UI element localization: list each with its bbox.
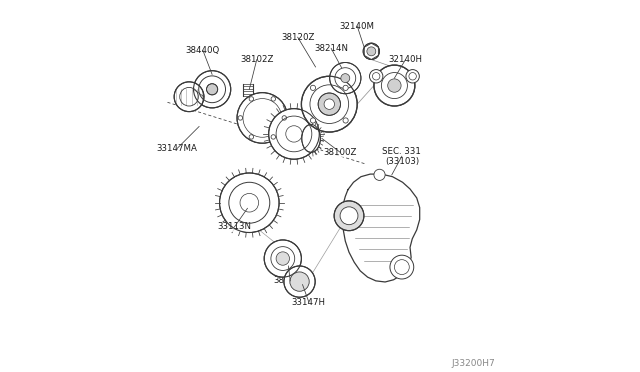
Circle shape <box>340 207 358 225</box>
Circle shape <box>406 70 419 83</box>
Text: 38120Z: 38120Z <box>281 33 314 42</box>
Circle shape <box>269 109 319 159</box>
Text: 33147MA: 33147MA <box>156 144 197 153</box>
Circle shape <box>207 84 218 95</box>
Circle shape <box>341 74 349 83</box>
Circle shape <box>367 47 376 56</box>
Circle shape <box>310 118 316 123</box>
Circle shape <box>193 71 231 108</box>
Ellipse shape <box>333 110 340 126</box>
Circle shape <box>388 79 401 92</box>
Text: SEC. 331
(33103): SEC. 331 (33103) <box>383 147 421 166</box>
Text: 38100Z: 38100Z <box>324 148 357 157</box>
Circle shape <box>290 272 309 291</box>
Text: 32140H: 32140H <box>388 55 422 64</box>
Circle shape <box>324 99 335 109</box>
Circle shape <box>301 76 357 132</box>
Circle shape <box>318 93 340 115</box>
Circle shape <box>363 43 380 60</box>
Text: 38102Z: 38102Z <box>240 55 273 64</box>
Text: J33200H7: J33200H7 <box>451 359 495 368</box>
Text: 38440A: 38440A <box>273 276 307 285</box>
Text: 38440Q: 38440Q <box>186 46 220 55</box>
Text: 33147H: 33147H <box>292 298 326 307</box>
Circle shape <box>284 266 315 297</box>
Circle shape <box>330 62 361 94</box>
Ellipse shape <box>302 124 321 152</box>
Text: 33113N: 33113N <box>218 222 252 231</box>
Circle shape <box>310 85 316 90</box>
Circle shape <box>343 85 348 90</box>
Circle shape <box>374 65 415 106</box>
Circle shape <box>264 240 301 277</box>
Circle shape <box>390 255 413 279</box>
Circle shape <box>174 82 204 112</box>
Circle shape <box>334 201 364 231</box>
Circle shape <box>237 93 287 143</box>
Text: 38214N: 38214N <box>314 44 348 53</box>
Circle shape <box>220 173 279 232</box>
Circle shape <box>369 70 383 83</box>
Circle shape <box>374 169 385 180</box>
Text: 32140M: 32140M <box>340 22 374 31</box>
Circle shape <box>343 118 348 123</box>
Circle shape <box>276 252 289 265</box>
